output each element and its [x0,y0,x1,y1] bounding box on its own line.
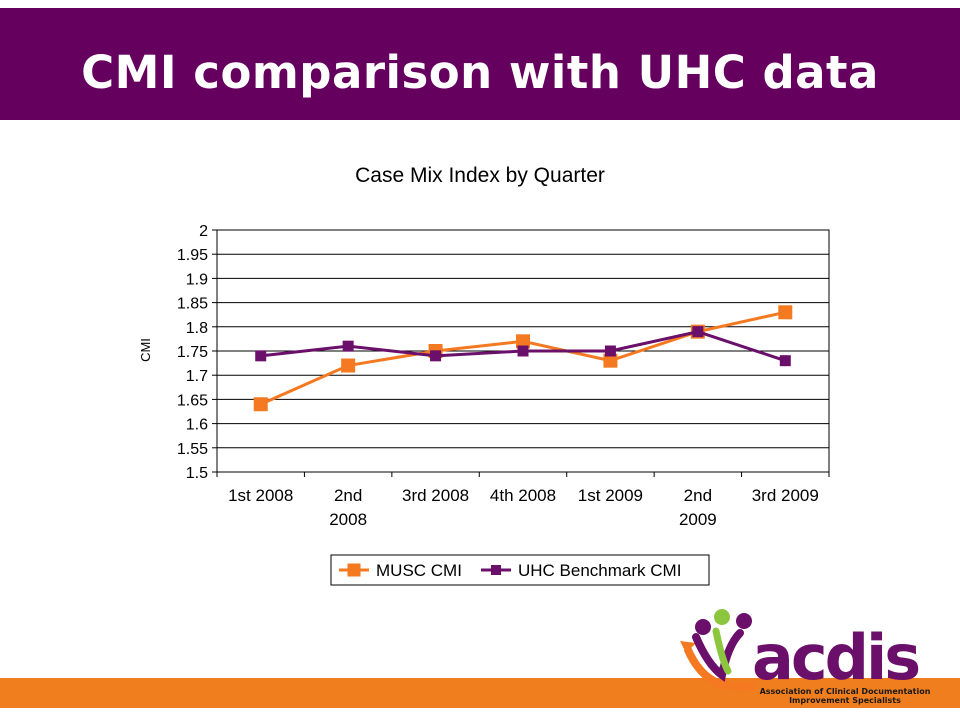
data-point-1 [692,326,704,338]
slide-header: CMI comparison with UHC data [0,8,960,120]
x-tick-label: 3rd 2009 [752,486,819,505]
y-axis-label: CMI [138,338,153,362]
y-tick-label: 1.6 [186,417,208,434]
legend-label: MUSC CMI [376,561,462,580]
y-tick-label: 1.9 [186,271,208,288]
logo-wordmark: acdis [752,621,918,694]
gridlines [216,229,830,473]
y-tick-label: 1.55 [177,441,208,458]
data-point-1 [604,345,616,357]
x-axis-ticks: 1st 2008 2nd 2008 3rd 2008 4th 2008 1st 2009 2… [216,472,830,529]
acdis-logo: acdis [680,609,921,694]
x-tick-label: 2008 [329,510,367,529]
legend-label: UHC Benchmark CMI [518,561,681,580]
x-tick-label: 2nd [684,486,712,505]
legend-swatch-marker [491,565,501,575]
data-point-0 [516,334,530,349]
x-tick-label: 2nd [334,486,362,505]
y-tick-label: 1.8 [186,320,208,337]
data-point-1 [779,355,791,367]
cmi-line-chart: Case Mix Index by Quarter CMI 1.5 1.55 1.6… [138,164,830,586]
x-tick-label: 4th 2008 [490,486,556,505]
data-point-1 [430,350,442,362]
data-point-1 [517,345,529,357]
chart-legend: MUSC CMI UHC Benchmark CMI [330,554,710,586]
legend-box [330,554,710,586]
y-axis-ticks: 1.5 1.55 1.6 1.65 1.7 1.75 1.8 1.85 1.9 1.95 2 [177,223,217,482]
y-tick-label: 1.5 [186,465,208,482]
y-tick-label: 1.75 [177,344,208,361]
data-point-1 [342,340,354,352]
y-tick-label: 1.85 [177,296,208,313]
slide-title: CMI comparison with UHC data [81,46,879,99]
legend-swatch-marker [347,563,361,577]
data-point-0 [253,397,268,412]
logo-tagline-line2: Improvement Specialists [789,696,901,705]
data-point-0 [778,305,793,320]
series-group [253,305,793,412]
footer-bar [0,678,960,708]
chart-title: Case Mix Index by Quarter [355,164,605,187]
data-point-1 [255,350,267,362]
series-line-0 [260,310,786,406]
data-point-0 [341,358,356,373]
data-point-0 [603,353,618,368]
logo-tagline: Association of Clinical Documentation Im… [755,687,935,705]
logo-tagline-line1: Association of Clinical Documentation [759,687,931,696]
y-tick-label: 1.95 [177,247,208,264]
x-tick-label: 1st 2008 [228,486,293,505]
x-tick-label: 2009 [679,510,717,529]
x-tick-label: 1st 2009 [578,486,643,505]
y-tick-label: 1.7 [186,368,208,385]
x-tick-label: 3rd 2008 [402,486,469,505]
y-tick-label: 1.65 [177,392,208,409]
y-tick-label: 2 [199,223,208,240]
